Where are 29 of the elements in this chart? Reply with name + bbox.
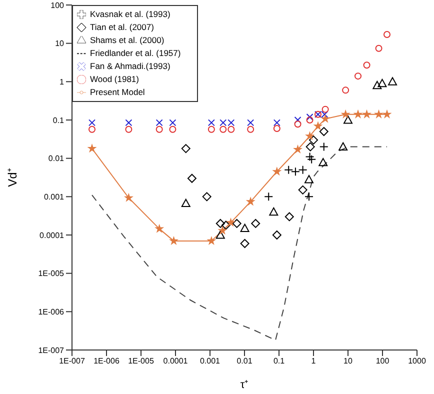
x-tick-label: 1E-006: [94, 356, 120, 366]
x-tick-label: 0.0001: [163, 356, 188, 366]
x-tick-label: 0.01: [236, 356, 253, 366]
x-tick-label: 1E-005: [128, 356, 154, 366]
x-tick-label: 1000: [408, 356, 426, 366]
legend-label: Kvasnak et al. (1993): [90, 9, 170, 19]
y-tick-label: 100: [50, 0, 65, 10]
legend-label: Tian et al. (2007): [90, 22, 154, 32]
x-tick-label: 0.1: [273, 356, 286, 366]
y-tick-label: 0.01: [48, 154, 65, 164]
y-tick-label: 1E-006: [38, 308, 65, 317]
y-tick-label: 10: [55, 39, 65, 48]
y-axis-title: Vd⁺: [5, 168, 20, 187]
legend-label: Wood (1981): [90, 74, 139, 84]
legend-label: Shams et al. (2000): [90, 35, 164, 45]
y-tick-label: 1E-005: [38, 269, 65, 278]
legend-label: Present Model: [90, 87, 145, 97]
legend-label: Friedlander et al. (1957): [90, 48, 181, 58]
y-tick-label: 1E-007: [38, 346, 65, 355]
x-tick-label: 1: [311, 356, 316, 366]
y-tick-label: 0.0001: [40, 230, 65, 240]
legend-label: Fan & Ahmadi.(1993): [90, 61, 170, 71]
x-tick-label: 0.001: [200, 356, 221, 366]
y-tick-label: 0.001: [44, 192, 65, 202]
x-axis-title: τ⁺: [240, 378, 249, 391]
x-tick-label: 100: [376, 356, 390, 366]
y-tick-label: 1: [60, 78, 65, 87]
y-tick-label: 0.1: [52, 116, 65, 125]
x-tick-label: 10: [344, 356, 353, 366]
